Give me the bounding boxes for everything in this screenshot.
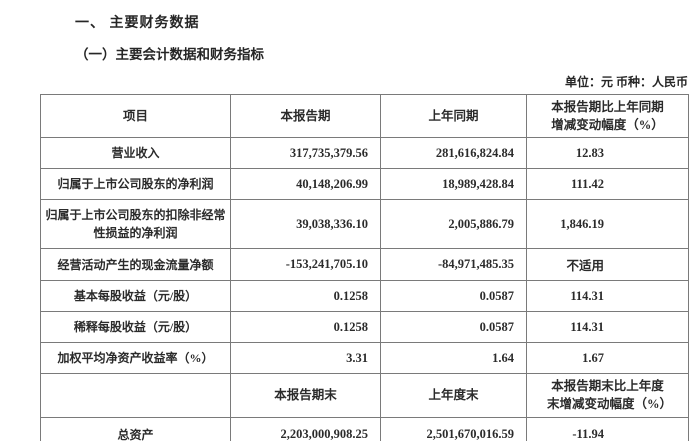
unit-currency-note: 单位：元 币种：人民币 [564,75,688,89]
table-row-basic-eps: 基本每股收益（元/股） 0.1258 0.0587 114.31 [40,280,689,313]
table-row-weighted-avg-roe: 加权平均净资产收益率（%） 3.31 1.64 1.67 [40,342,689,375]
current-value-cell: 3.31 [230,342,381,375]
col-header-prior-period: 上年同期 [380,93,527,139]
current-value-cell: -153,241,705.10 [230,248,381,282]
table-row-net-profit: 归属于上市公司股东的净利润 40,148,206.99 18,989,428.8… [40,168,689,201]
prior-value-cell: 0.0587 [380,311,527,344]
item-cell: 经营活动产生的现金流量净额 [40,248,231,282]
section-heading: 一、 主要财务数据 [75,16,200,31]
item-cell: 稀释每股收益（元/股） [40,311,231,344]
change-cell: 1.67 [526,342,689,375]
current-value-cell: 0.1258 [230,280,381,313]
change-cell: 不适用 [526,248,689,282]
item-cell: 归属于上市公司股东的净利润 [40,168,231,201]
item-cell: 营业收入 [40,137,231,170]
change-cell: -11.94 [526,416,689,441]
current-value-cell: 2,203,000,908.25 [230,416,381,441]
prior-value-cell: 2,005,886.79 [380,199,527,250]
item-cell: 加权平均净资产收益率（%） [40,342,231,375]
mid-header-blank [40,373,231,418]
item-cell: 总资产 [40,416,231,441]
prior-value-cell: 0.0587 [380,280,527,313]
current-value-cell: 39,038,336.10 [230,199,381,250]
table-row-revenue: 营业收入 317,735,379.56 281,616,824.84 12.83 [40,137,689,170]
table-header-row: 项目 本报告期 上年同期 本报告期比上年同期增减变动幅度（%） [40,93,689,139]
current-value-cell: 317,735,379.56 [230,137,381,170]
current-value-cell: 40,148,206.99 [230,168,381,201]
item-cell: 归属于上市公司股东的扣除非经常性损益的净利润 [40,199,231,250]
prior-value-cell: 18,989,428.84 [380,168,527,201]
table-mid-header-row: 本报告期末 上年度末 本报告期末比上年度末增减变动幅度（%） [40,373,689,418]
table-row-net-profit-excl-nonrecurring: 归属于上市公司股东的扣除非经常性损益的净利润 39,038,336.10 2,0… [40,199,689,250]
subsection-heading: （一）主要会计数据和财务指标 [75,47,264,62]
change-cell: 111.42 [526,168,689,201]
change-cell: 114.31 [526,280,689,313]
col-header-item: 项目 [40,93,231,139]
change-cell: 1,846.19 [526,199,689,250]
col-header-change-pct: 本报告期比上年同期增减变动幅度（%） [526,93,689,139]
change-cell: 114.31 [526,311,689,344]
prior-value-cell: -84,971,485.35 [380,248,527,282]
item-cell: 基本每股收益（元/股） [40,280,231,313]
change-cell: 12.83 [526,137,689,170]
financial-indicators-table: 项目 本报告期 上年同期 本报告期比上年同期增减变动幅度（%） 营业收入 317… [40,93,689,441]
prior-value-cell: 1.64 [380,342,527,375]
mid-header-period-end: 本报告期末 [230,373,381,418]
mid-header-prior-year-end: 上年度末 [380,373,527,418]
prior-value-cell: 281,616,824.84 [380,137,527,170]
col-header-current-period: 本报告期 [230,93,381,139]
mid-header-change-pct: 本报告期末比上年度末增减变动幅度（%） [526,373,689,418]
table-row-diluted-eps: 稀释每股收益（元/股） 0.1258 0.0587 114.31 [40,311,689,344]
table-row-total-assets: 总资产 2,203,000,908.25 2,501,670,016.59 -1… [40,416,689,441]
current-value-cell: 0.1258 [230,311,381,344]
table-row-operating-cash-flow: 经营活动产生的现金流量净额 -153,241,705.10 -84,971,48… [40,248,689,282]
prior-value-cell: 2,501,670,016.59 [380,416,527,441]
